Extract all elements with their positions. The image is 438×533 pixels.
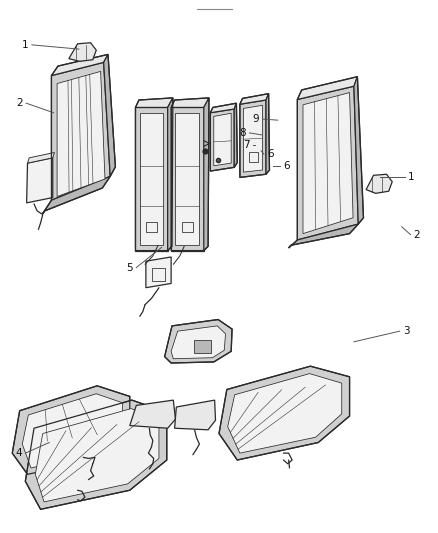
Polygon shape [175, 400, 215, 430]
Polygon shape [354, 77, 364, 224]
Polygon shape [12, 386, 130, 474]
Polygon shape [146, 257, 171, 288]
Polygon shape [57, 71, 105, 197]
Polygon shape [168, 98, 173, 251]
Text: 3: 3 [403, 326, 410, 336]
Text: 1: 1 [22, 40, 28, 50]
Polygon shape [297, 77, 357, 100]
Bar [182, 222, 193, 232]
Polygon shape [204, 98, 209, 251]
Polygon shape [210, 109, 234, 171]
Text: 7: 7 [243, 140, 250, 150]
Text: 5: 5 [127, 263, 133, 272]
Polygon shape [51, 62, 110, 200]
Text: 8: 8 [240, 128, 246, 138]
Polygon shape [171, 108, 204, 251]
Polygon shape [69, 43, 96, 61]
Polygon shape [28, 152, 54, 163]
Polygon shape [135, 108, 168, 251]
Polygon shape [25, 400, 167, 510]
Polygon shape [240, 100, 266, 177]
Text: 2: 2 [414, 230, 420, 240]
Bar [146, 222, 157, 232]
Bar [249, 152, 258, 161]
Text: 9: 9 [253, 114, 259, 124]
Bar [152, 268, 165, 281]
Polygon shape [22, 394, 122, 468]
Polygon shape [51, 54, 108, 76]
Text: 1: 1 [408, 172, 415, 182]
Polygon shape [303, 93, 353, 233]
Text: 2: 2 [16, 98, 23, 108]
Polygon shape [176, 113, 199, 245]
Polygon shape [171, 326, 226, 359]
Polygon shape [228, 374, 342, 453]
Polygon shape [289, 224, 358, 248]
Polygon shape [27, 158, 53, 203]
Polygon shape [240, 94, 268, 104]
Polygon shape [234, 103, 237, 167]
Bar [194, 340, 211, 353]
Polygon shape [297, 86, 358, 240]
Polygon shape [244, 106, 262, 172]
Text: 6: 6 [283, 161, 290, 171]
Polygon shape [165, 319, 232, 363]
Polygon shape [214, 114, 231, 166]
Polygon shape [43, 176, 110, 214]
Polygon shape [135, 98, 173, 108]
Polygon shape [140, 113, 163, 245]
Polygon shape [210, 103, 237, 113]
Polygon shape [104, 54, 116, 176]
Polygon shape [35, 409, 159, 502]
Polygon shape [266, 94, 269, 174]
Polygon shape [171, 98, 209, 108]
Text: 6: 6 [267, 149, 274, 159]
Polygon shape [130, 400, 176, 428]
Polygon shape [219, 366, 350, 460]
Text: 4: 4 [15, 448, 22, 458]
Polygon shape [366, 174, 392, 193]
